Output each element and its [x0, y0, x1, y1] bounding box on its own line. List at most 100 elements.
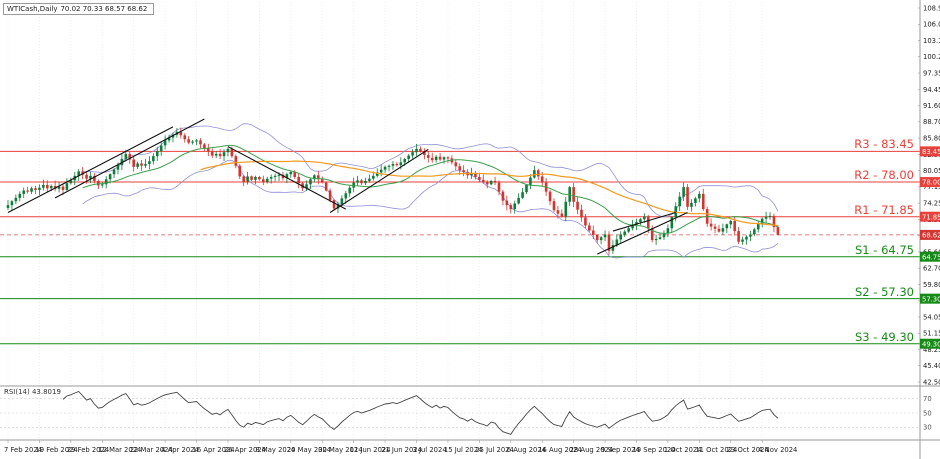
time-tick-label: 4 Nov 2024 — [758, 446, 797, 454]
candle-body — [14, 197, 18, 202]
candle-body — [375, 172, 379, 176]
candle-body — [191, 141, 194, 143]
time-tick-label: 20 May 2024 — [287, 446, 331, 454]
candle-body — [352, 182, 355, 188]
candle-body — [317, 175, 320, 180]
candle-body — [419, 148, 422, 152]
candle-body — [423, 151, 426, 156]
candle-body — [737, 231, 740, 242]
time-tick-label: 8 May 2024 — [255, 446, 295, 454]
candle-body — [140, 163, 143, 166]
resistance-label-r3: R3 - 83.45 — [854, 137, 914, 151]
candle-body — [678, 196, 681, 207]
rsi-level-label: 30 — [923, 424, 932, 432]
candle-body — [458, 166, 462, 171]
support-label-s2: S2 - 57.30 — [855, 285, 914, 299]
candle-body — [529, 177, 532, 185]
candle-body — [273, 175, 277, 177]
candle-body — [470, 173, 473, 176]
candle-body — [65, 183, 69, 190]
candle-body — [611, 245, 615, 251]
candle-body — [372, 175, 375, 179]
r1-axis-box — [920, 211, 940, 222]
candle-body — [552, 201, 556, 211]
time-tick-label: 7 Feb 2024 — [4, 446, 42, 454]
trendline[interactable] — [596, 211, 688, 255]
sma50-line — [200, 160, 778, 227]
trendline[interactable] — [612, 211, 676, 232]
candle-body — [489, 180, 493, 185]
candle-body — [497, 182, 501, 192]
candle-body — [623, 231, 626, 235]
support-label-s3: S3 - 49.30 — [855, 330, 914, 344]
candle-body — [124, 153, 128, 159]
price-axis[interactable]: 108.90 106.00 103.15 100.25 97.35 94.45 91.60 8… — [918, 4, 940, 386]
candle-body — [30, 188, 33, 192]
rsi-indicator-label: RSI(14) 43.8019 — [4, 388, 61, 396]
candle-body — [741, 239, 744, 242]
candle-body — [144, 164, 147, 166]
candle-body — [360, 180, 363, 184]
candle-body — [340, 198, 344, 205]
candle-body — [686, 187, 689, 207]
candle-body — [26, 190, 29, 192]
candle-body — [713, 226, 717, 229]
candle-body — [183, 135, 187, 140]
candle-body — [285, 174, 289, 179]
time-tick-label: 12 Mar 2024 — [98, 446, 141, 454]
candle-body — [159, 145, 163, 152]
r2-axis-box — [920, 177, 940, 188]
candle-body — [474, 173, 477, 177]
support-label-s1: S1 - 64.75 — [855, 243, 914, 257]
price-tick-label: 51.15 — [923, 330, 940, 338]
candle-body — [69, 180, 73, 184]
candle-body — [10, 201, 14, 206]
candle-body — [399, 162, 403, 166]
candle-body — [591, 230, 595, 236]
candle-body — [434, 156, 438, 161]
candle-body — [674, 206, 678, 217]
candle-body — [654, 238, 658, 241]
candle-body — [195, 140, 198, 142]
candle-body — [478, 176, 481, 180]
candle-body — [116, 165, 120, 170]
resistance-label-r2: R2 - 78.00 — [854, 168, 914, 182]
candle-body — [155, 151, 159, 157]
time-tick-label: 11 Jun 2024 — [350, 446, 391, 454]
price-tick-label: 108.90 — [923, 4, 940, 12]
candle-body — [509, 205, 513, 210]
candle-body — [112, 169, 116, 175]
candle-body — [136, 163, 139, 167]
price-tick-label: 80.05 — [923, 167, 940, 175]
trendlines-layer[interactable] — [7, 118, 688, 255]
candle-body — [18, 193, 22, 198]
axis-box-label: 71.85 — [922, 213, 940, 221]
candle-body — [187, 139, 190, 143]
trendline[interactable] — [7, 126, 174, 213]
candle-body — [207, 148, 210, 152]
resistance-label-r1: R1 - 71.85 — [854, 203, 914, 217]
time-tick-label: 1 Oct 2024 — [664, 446, 702, 454]
candle-body — [548, 191, 552, 202]
time-tick-label: 30 May 2024 — [318, 446, 362, 454]
candle-body — [709, 223, 713, 227]
candle-body — [313, 175, 316, 180]
candle-body — [635, 222, 638, 225]
candle-body — [152, 156, 155, 162]
trendline[interactable] — [54, 118, 205, 199]
price-tick-label: 54.05 — [923, 313, 940, 321]
price-tick-label: 59.80 — [923, 281, 940, 289]
candle-body — [22, 190, 26, 194]
candle-body — [619, 234, 623, 240]
candle-body — [242, 176, 245, 182]
candle-body — [320, 179, 324, 183]
candle-body — [631, 224, 634, 229]
candle-body — [81, 171, 84, 175]
trendline[interactable] — [329, 148, 429, 213]
trendline[interactable] — [227, 146, 347, 210]
candle-body — [776, 227, 780, 235]
candle-body — [332, 200, 336, 209]
rsi-panel[interactable]: 70 50 30 — [0, 390, 932, 435]
